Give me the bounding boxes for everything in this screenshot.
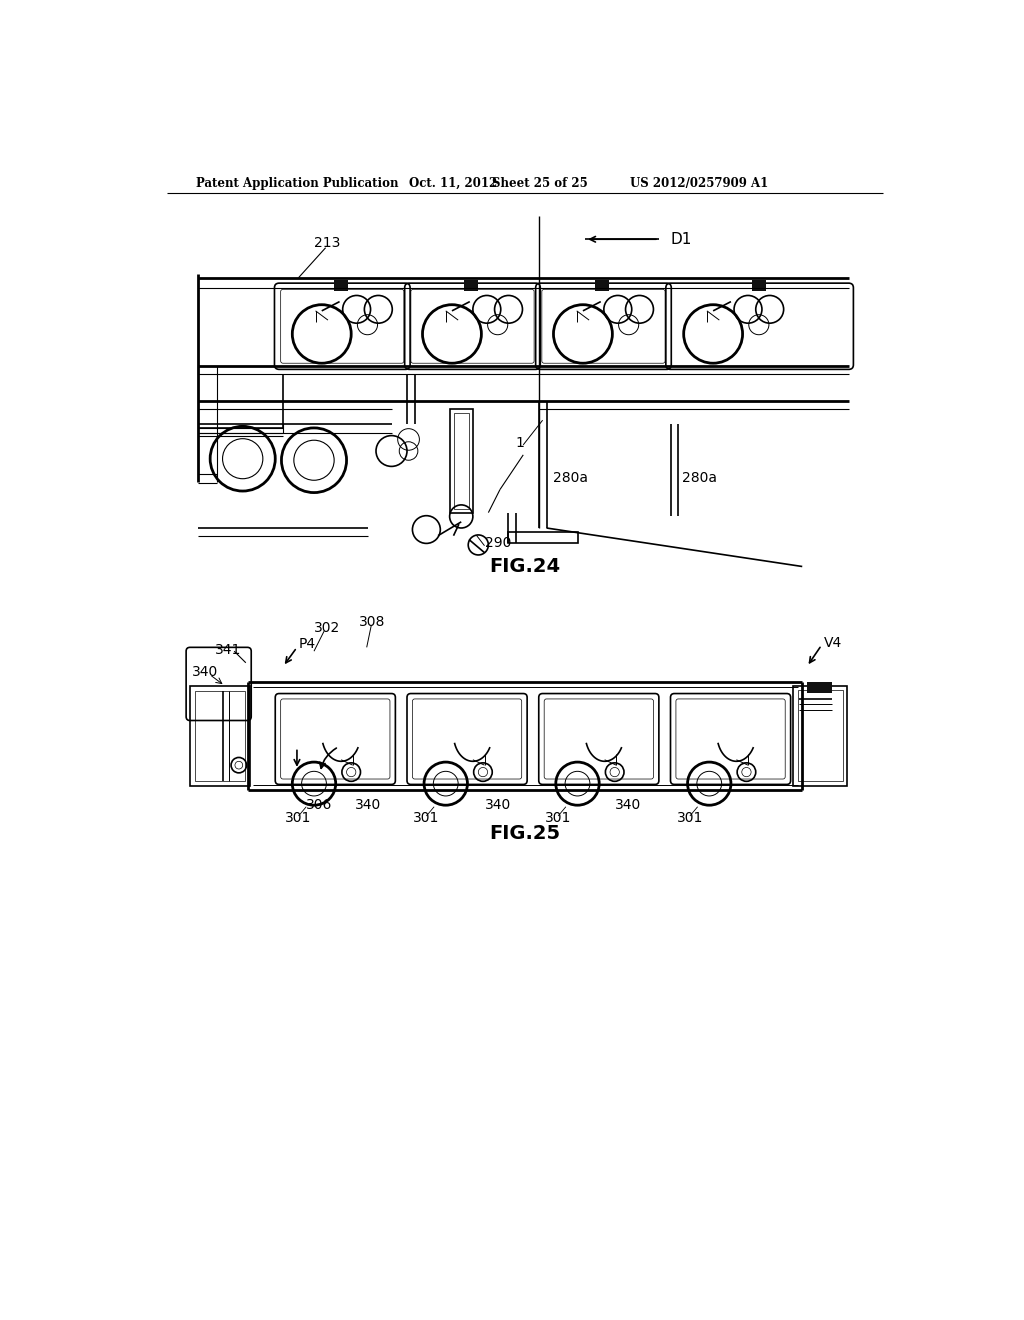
Text: 308: 308 xyxy=(359,615,385,628)
Text: FIG.25: FIG.25 xyxy=(489,824,560,843)
Bar xyxy=(454,412,469,508)
Text: 301: 301 xyxy=(286,812,311,825)
Bar xyxy=(464,280,478,290)
Bar xyxy=(190,686,251,785)
Text: 302: 302 xyxy=(314,622,340,635)
Text: 301: 301 xyxy=(414,812,439,825)
Text: 340: 340 xyxy=(484,799,511,812)
Text: Patent Application Publication: Patent Application Publication xyxy=(197,177,398,190)
Text: 280a: 280a xyxy=(553,471,588,484)
Text: 290: 290 xyxy=(484,536,511,550)
Text: 340: 340 xyxy=(355,799,381,812)
Text: 213: 213 xyxy=(314,236,340,249)
Text: US 2012/0257909 A1: US 2012/0257909 A1 xyxy=(630,177,768,190)
Bar xyxy=(752,280,766,290)
Text: 1: 1 xyxy=(515,437,524,450)
Text: 306: 306 xyxy=(305,799,332,812)
Text: Oct. 11, 2012: Oct. 11, 2012 xyxy=(409,177,497,190)
Bar xyxy=(807,682,831,693)
Text: V4: V4 xyxy=(824,636,842,649)
Bar xyxy=(508,532,578,544)
Text: D1: D1 xyxy=(671,232,692,247)
Text: 340: 340 xyxy=(614,799,641,812)
Text: 280a: 280a xyxy=(682,471,717,484)
Text: 341: 341 xyxy=(215,643,242,656)
Bar xyxy=(450,409,473,512)
Text: 340: 340 xyxy=(191,665,218,678)
Text: 301: 301 xyxy=(677,812,703,825)
Text: 301: 301 xyxy=(545,812,571,825)
Bar xyxy=(595,280,609,290)
Text: P4: P4 xyxy=(299,638,315,651)
Bar xyxy=(334,280,348,290)
Bar xyxy=(798,689,843,780)
Text: FIG.24: FIG.24 xyxy=(489,557,560,576)
Text: Sheet 25 of 25: Sheet 25 of 25 xyxy=(493,177,588,190)
Bar xyxy=(793,686,847,785)
Bar xyxy=(195,692,245,780)
